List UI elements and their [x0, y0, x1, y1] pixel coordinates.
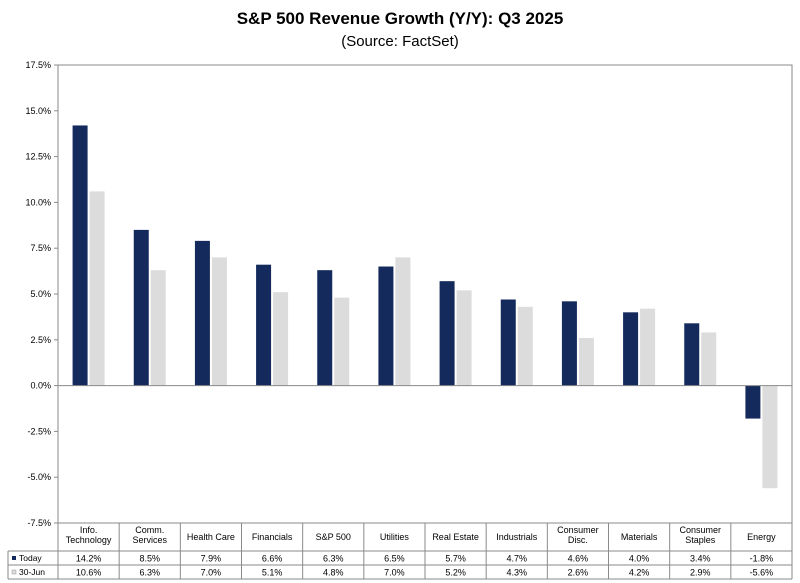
y-tick-label: 0.0%	[30, 381, 51, 391]
category-label: Services	[132, 535, 167, 545]
category-label: Utilities	[380, 532, 410, 542]
bar-today	[500, 299, 516, 386]
data-label: 2.6%	[568, 568, 589, 578]
chart-title: S&P 500 Revenue Growth (Y/Y): Q3 2025	[237, 9, 564, 28]
data-label: -1.8%	[750, 554, 774, 564]
bar-today	[256, 264, 272, 386]
category-label: Staples	[685, 535, 716, 545]
data-label: 6.3%	[323, 554, 344, 564]
legend-key-today	[12, 556, 16, 560]
bar-30-jun	[150, 270, 166, 386]
bar-today	[378, 266, 394, 386]
category-label: Disc.	[568, 535, 588, 545]
y-tick-label: 17.5%	[25, 60, 51, 70]
category-label: Info.	[80, 525, 98, 535]
data-label: 14.2%	[76, 554, 102, 564]
category-label: Real Estate	[432, 532, 479, 542]
bar-30-jun	[395, 257, 411, 386]
legend-key-30-jun	[11, 569, 17, 575]
y-axis: 17.5% 15.0% 12.5% 10.0% 7.5% 5.0% 2.5% 0.0% -2.5…	[25, 60, 58, 528]
bar-today	[684, 323, 700, 386]
y-tick-label: 15.0%	[25, 106, 51, 116]
plot-area	[57, 64, 793, 524]
bar-today	[439, 281, 455, 386]
data-label: 7.0%	[201, 568, 222, 578]
data-label: 7.9%	[201, 554, 222, 564]
y-tick-label: 5.0%	[30, 289, 51, 299]
data-label: 4.2%	[629, 568, 650, 578]
y-tick-label: 10.0%	[25, 197, 51, 207]
data-label: 5.1%	[262, 568, 283, 578]
bar-30-jun	[701, 332, 717, 386]
data-label: 6.3%	[139, 568, 160, 578]
data-label: -5.6%	[750, 568, 774, 578]
bar-30-jun	[517, 306, 533, 386]
bar-today	[317, 270, 333, 386]
bar-today	[745, 385, 761, 419]
data-label: 5.7%	[445, 554, 466, 564]
data-label: 4.8%	[323, 568, 344, 578]
category-label: Technology	[66, 535, 112, 545]
y-tick-label: -2.5%	[27, 426, 51, 436]
bar-today	[133, 229, 149, 386]
category-label: Industrials	[496, 532, 538, 542]
bar-today	[561, 301, 577, 386]
bars	[58, 125, 792, 489]
bar-30-jun	[762, 385, 778, 489]
category-label: Health Care	[187, 532, 235, 542]
y-tick-label: -7.5%	[27, 518, 51, 528]
data-label: 3.4%	[690, 554, 711, 564]
data-label: 4.0%	[629, 554, 650, 564]
category-label: Consumer	[557, 525, 599, 535]
bar-30-jun	[640, 308, 656, 386]
bar-30-jun	[334, 297, 350, 386]
bar-30-jun	[456, 290, 472, 386]
y-tick-label: 12.5%	[25, 152, 51, 162]
data-label: 4.6%	[568, 554, 589, 564]
chart-subtitle: (Source: FactSet)	[341, 33, 459, 50]
category-label: Financials	[252, 532, 293, 542]
bar-30-jun	[211, 257, 227, 386]
y-tick-label: 2.5%	[30, 335, 51, 345]
bar-30-jun	[578, 337, 594, 386]
category-label: S&P 500	[316, 532, 351, 542]
data-label: 7.0%	[384, 568, 405, 578]
data-label: 4.3%	[506, 568, 527, 578]
data-label: 6.5%	[384, 554, 405, 564]
bar-30-jun	[273, 292, 289, 386]
legend-label: Today	[19, 553, 42, 563]
bar-today	[194, 240, 210, 386]
legend-label: 30-Jun	[19, 567, 45, 577]
data-label: 8.5%	[139, 554, 160, 564]
y-tick-label: 7.5%	[30, 243, 51, 253]
y-tick-label: -5.0%	[27, 472, 51, 482]
data-label: 4.7%	[506, 554, 527, 564]
bar-30-jun	[89, 191, 105, 386]
bar-today	[72, 125, 88, 386]
data-label: 2.9%	[690, 568, 711, 578]
data-label: 10.6%	[76, 568, 102, 578]
category-label: Consumer	[679, 525, 721, 535]
data-label: 5.2%	[445, 568, 466, 578]
category-label: Materials	[621, 532, 658, 542]
category-label: Energy	[747, 532, 776, 542]
data-label: 6.6%	[262, 554, 283, 564]
data-table: Info.Technology Comm.Services Health Care F…	[7, 523, 793, 580]
category-label: Comm.	[135, 525, 164, 535]
bar-today	[623, 312, 639, 386]
